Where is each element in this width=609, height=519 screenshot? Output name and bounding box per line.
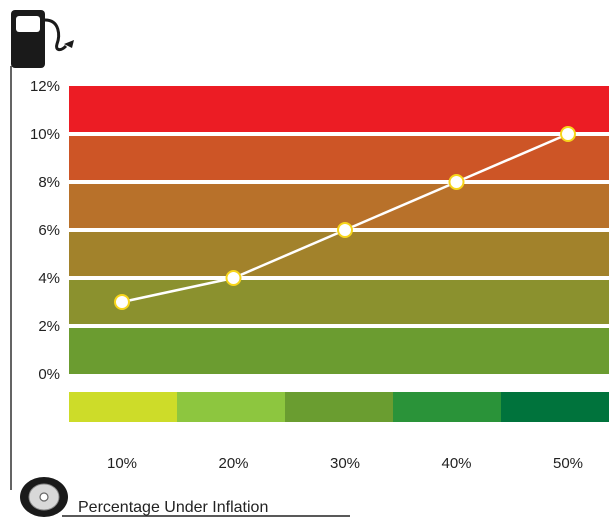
y-tick-label: 4%	[38, 270, 60, 287]
data-point	[560, 126, 576, 142]
data-point	[448, 174, 465, 190]
x-tick-label: 10%	[107, 455, 137, 472]
data-point	[114, 294, 130, 310]
bands-group	[69, 86, 609, 374]
color-scale-group	[69, 392, 609, 422]
tire-icon	[20, 477, 68, 517]
scale-segment-4	[501, 392, 609, 422]
y-tick-label: 6%	[38, 222, 60, 239]
y-tick-label: 10%	[30, 126, 60, 143]
x-tick-label: 50%	[553, 455, 583, 472]
scale-segment-1	[177, 392, 286, 422]
fuel-pump-icon	[11, 10, 74, 68]
y-tick-label: 8%	[38, 174, 60, 191]
scale-segment-0	[69, 392, 178, 422]
band-0	[69, 328, 609, 374]
data-point	[337, 222, 353, 238]
y-tick-label: 0%	[38, 366, 60, 383]
y-ticks-group: 0% 2% 4% 6% 8% 10% 12%	[30, 78, 60, 383]
x-tick-label: 30%	[330, 455, 360, 472]
x-tick-label: 20%	[218, 455, 248, 472]
x-axis-label: Percentage Under Inflation	[78, 499, 268, 516]
y-tick-label: 12%	[30, 78, 60, 95]
scale-segment-2	[285, 392, 394, 422]
data-point	[225, 270, 242, 286]
x-ticks-group: 10% 20% 30% 40% 50%	[107, 455, 583, 472]
band-4	[69, 136, 609, 180]
band-3	[69, 184, 609, 228]
markers-group	[114, 126, 576, 310]
y-tick-label: 2%	[38, 318, 60, 335]
band-2	[69, 232, 609, 276]
band-5	[69, 86, 609, 132]
scale-segment-3	[393, 392, 502, 422]
x-tick-label: 40%	[441, 455, 471, 472]
band-1	[69, 280, 609, 324]
